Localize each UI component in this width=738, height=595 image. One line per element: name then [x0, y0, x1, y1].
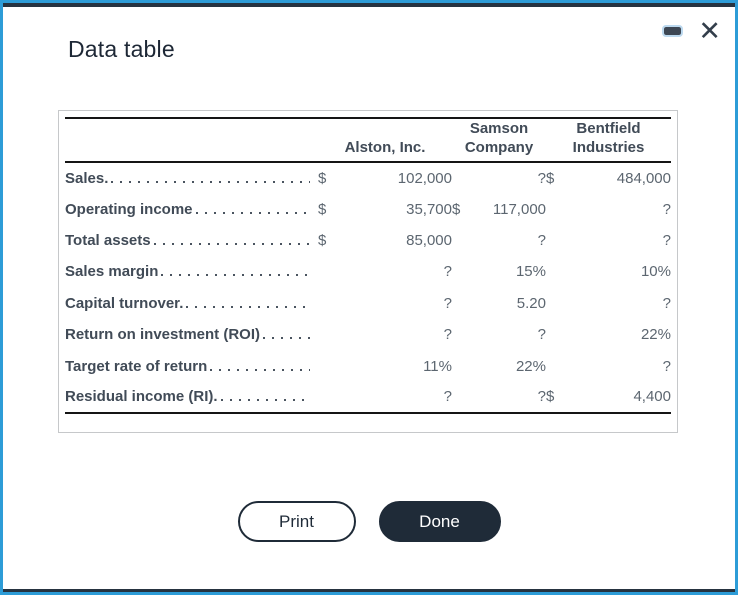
data-table: Alston, Inc. Samson Company Bentfield In…: [65, 117, 671, 415]
row-label: Operating income: [65, 193, 318, 224]
dot-leader: [186, 305, 310, 308]
value-cell: ?: [662, 231, 671, 249]
currency-cell: [452, 350, 468, 381]
header-row: Alston, Inc. Samson Company Bentfield In…: [65, 118, 671, 163]
table-row-residual-income: Residual income (RI). ? ? $ 4,400: [65, 381, 671, 415]
value-cell: 10%: [640, 263, 671, 281]
value-cell: ?: [443, 294, 452, 312]
value-cell: ?: [662, 200, 671, 218]
value-cell: 117,000: [492, 200, 546, 218]
table-row-total-assets: Total assets $ 85,000 ? ?: [65, 225, 671, 256]
data-table-card: Alston, Inc. Samson Company Bentfield In…: [58, 110, 678, 433]
table-row-roi: Return on investment (ROI) ? ? 22%: [65, 319, 671, 350]
header-label-spacer: [65, 118, 318, 163]
currency-cell: [452, 225, 468, 256]
currency-cell: [452, 162, 468, 193]
currency-cell: $: [452, 200, 461, 218]
currency-cell: [318, 350, 334, 381]
currency-cell: [452, 319, 468, 350]
row-label: Target rate of return: [65, 350, 318, 381]
currency-cell: [318, 381, 334, 415]
minimize-button[interactable]: [662, 25, 684, 37]
table-row-capital-turnover: Capital turnover. ? 5.20 ?: [65, 288, 671, 319]
currency-cell: [546, 225, 562, 256]
value-cell: 15%: [515, 263, 546, 281]
row-label: Return on investment (ROI): [65, 319, 318, 350]
currency-cell: [452, 381, 468, 415]
currency-cell: [546, 319, 562, 350]
value-cell: 4,400: [562, 381, 671, 415]
column-header-alston: Alston, Inc.: [318, 118, 452, 163]
page-title: Data table: [68, 36, 175, 62]
table-row-sales-margin: Sales margin ? 15% 10%: [65, 256, 671, 287]
table-row-operating-income: Operating income $ 35,700 $ 117,000 ?: [65, 193, 671, 224]
dot-leader: [111, 180, 310, 183]
value-cell: 5.20: [516, 294, 546, 312]
window-controls: ✕: [662, 16, 721, 46]
dialog-footer: Print Done: [3, 501, 735, 542]
row-label: Sales margin: [65, 256, 318, 287]
row-label: Capital turnover.: [65, 288, 318, 319]
currency-cell: [452, 256, 468, 287]
currency-cell: $: [318, 231, 327, 249]
dot-leader: [210, 368, 310, 371]
value-cell: ?: [537, 169, 546, 187]
dot-leader: [161, 274, 310, 277]
value-cell: 22%: [640, 326, 671, 344]
value-cell: ?: [537, 326, 546, 344]
value-cell: ?: [334, 381, 452, 415]
value-cell: 102,000: [397, 169, 452, 187]
value-cell: ?: [468, 381, 546, 415]
currency-cell: [546, 256, 562, 287]
value-cell: ?: [662, 294, 671, 312]
value-cell: 11%: [423, 357, 452, 375]
currency-cell: $: [318, 200, 327, 218]
currency-cell: $: [546, 381, 562, 415]
currency-cell: [318, 319, 334, 350]
value-cell: ?: [443, 326, 452, 344]
value-cell: 22%: [515, 357, 546, 375]
value-cell: 35,700: [406, 200, 452, 218]
row-label: Residual income (RI).: [65, 381, 318, 415]
row-label: Sales.: [65, 162, 318, 193]
row-label: Total assets: [65, 225, 318, 256]
dot-leader: [195, 211, 310, 214]
close-button[interactable]: ✕: [698, 17, 721, 45]
value-cell: 85,000: [406, 231, 452, 249]
value-cell: 484,000: [616, 169, 671, 187]
value-cell: ?: [662, 357, 671, 375]
currency-cell: [318, 256, 334, 287]
currency-cell: $: [546, 169, 555, 187]
close-icon: ✕: [698, 16, 721, 46]
value-cell: ?: [443, 263, 452, 281]
currency-cell: [546, 288, 562, 319]
table-row-sales: Sales. $ 102,000 ? $ 484,000: [65, 162, 671, 193]
dot-leader: [263, 337, 310, 340]
table-row-target-rate: Target rate of return 11% 22% ?: [65, 350, 671, 381]
column-header-bentfield: Bentfield Industries: [546, 118, 671, 163]
dot-leader: [153, 242, 310, 245]
value-cell: ?: [537, 231, 546, 249]
currency-cell: $: [318, 169, 327, 187]
done-button[interactable]: Done: [378, 501, 501, 542]
column-header-samson: Samson Company: [452, 118, 546, 163]
currency-cell: [318, 288, 334, 319]
currency-cell: [452, 288, 468, 319]
dot-leader: [220, 399, 310, 402]
print-button[interactable]: Print: [237, 501, 356, 542]
currency-cell: [546, 350, 562, 381]
currency-cell: [546, 193, 562, 224]
